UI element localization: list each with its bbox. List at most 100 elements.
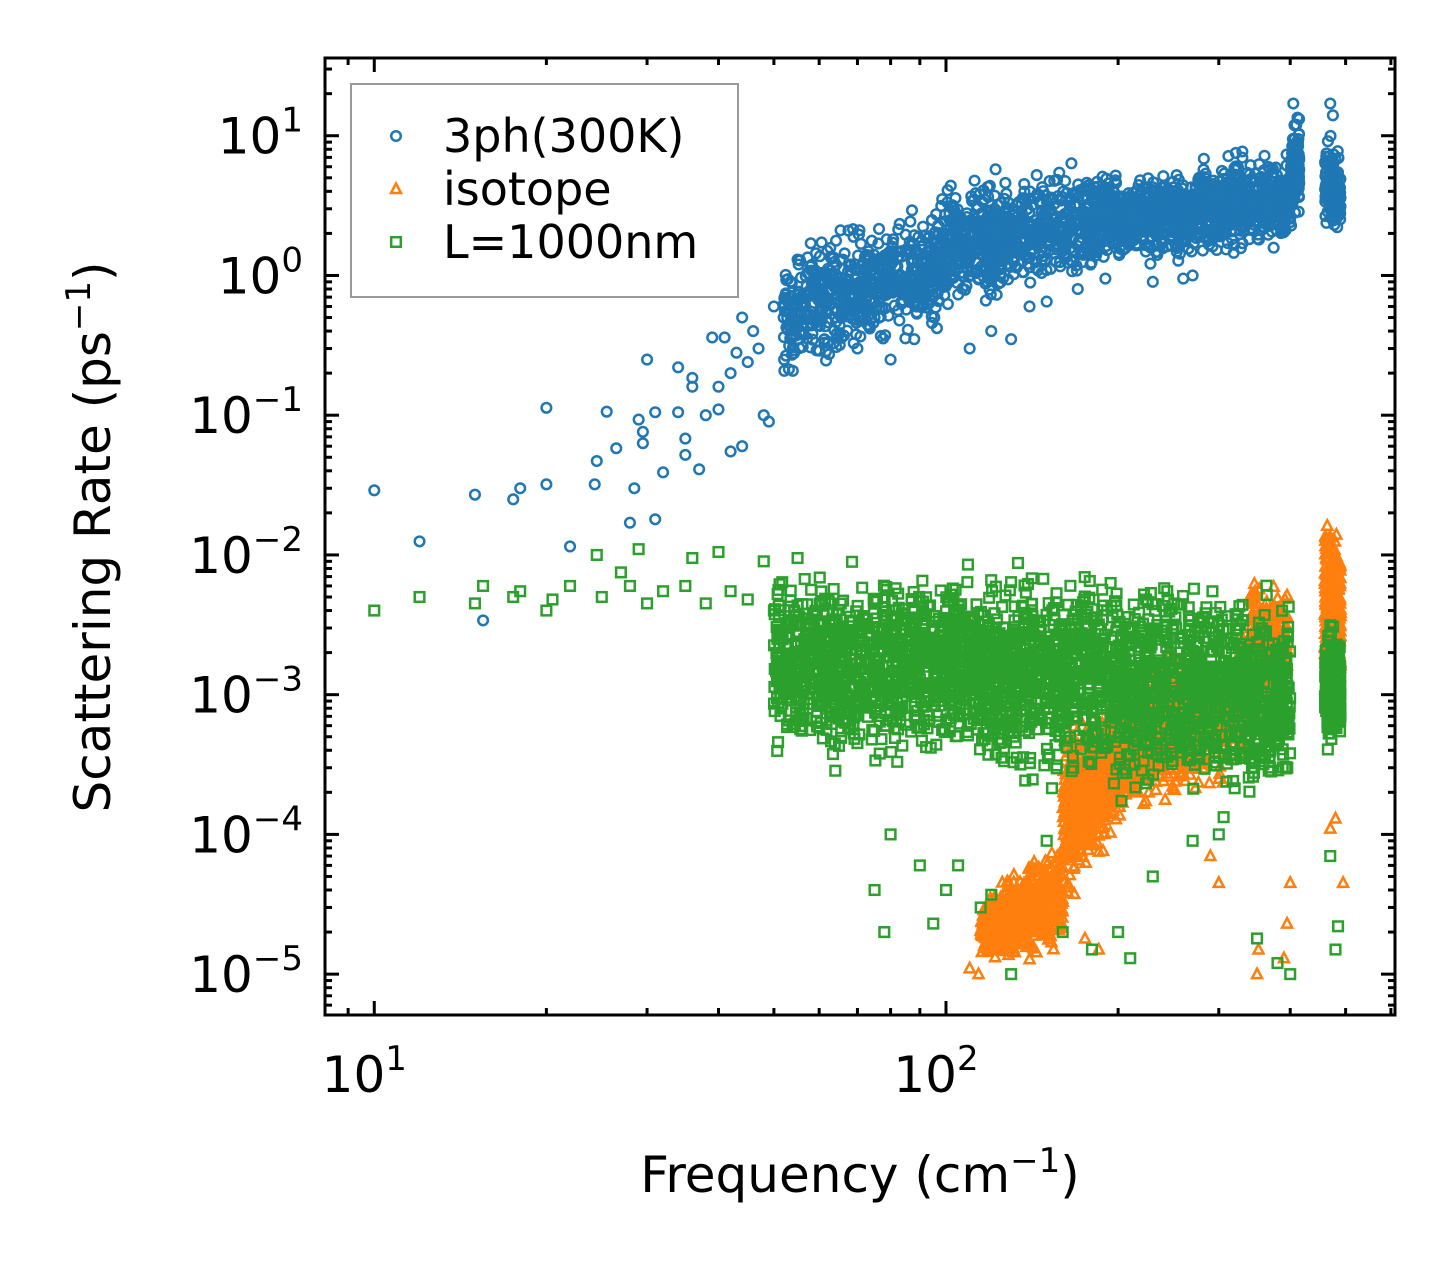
data-point — [1024, 276, 1037, 289]
data-point — [1221, 236, 1234, 250]
data-point — [1023, 232, 1036, 245]
data-point — [786, 341, 800, 354]
data-point — [992, 249, 1005, 262]
data-point — [819, 345, 833, 358]
data-point — [915, 301, 928, 314]
data-point — [874, 280, 887, 293]
data-point — [917, 220, 930, 233]
data-point — [868, 269, 881, 282]
data-point — [1001, 201, 1014, 214]
data-point — [1035, 206, 1048, 219]
data-point — [1144, 257, 1157, 270]
data-point — [999, 176, 1012, 190]
data-point — [672, 361, 685, 374]
data-point — [1039, 243, 1053, 256]
data-point — [724, 445, 737, 458]
data-point — [943, 207, 956, 220]
data-point — [1070, 264, 1083, 277]
data-point — [950, 256, 963, 269]
data-point — [1199, 231, 1212, 244]
data-point — [813, 344, 826, 357]
data-point — [1115, 190, 1128, 203]
data-point — [778, 364, 791, 377]
data-point — [868, 295, 881, 308]
data-point — [1146, 183, 1159, 197]
data-point — [1132, 179, 1145, 192]
data-point — [966, 235, 979, 248]
data-point — [853, 275, 866, 288]
data-point — [1269, 192, 1282, 205]
data-point — [1267, 211, 1280, 224]
data-point — [1053, 256, 1066, 269]
data-point — [1004, 260, 1017, 273]
data-point — [641, 353, 654, 366]
data-point — [1062, 227, 1075, 240]
data-point — [1145, 230, 1158, 243]
data-point — [540, 478, 553, 491]
data-point — [872, 222, 886, 235]
data-point — [1080, 230, 1093, 243]
data-point — [679, 448, 692, 461]
data-point — [1222, 150, 1235, 163]
data-point — [931, 220, 944, 233]
data-point — [507, 493, 520, 506]
data-point — [794, 291, 807, 304]
data-point — [962, 270, 975, 283]
data-point — [989, 163, 1002, 176]
data-point — [1000, 238, 1013, 251]
data-point — [1292, 205, 1305, 218]
data-point — [1045, 230, 1058, 243]
data-point — [862, 309, 875, 322]
data-point — [1214, 230, 1227, 243]
data-point — [822, 348, 836, 361]
data-point — [1075, 205, 1088, 218]
data-point — [699, 409, 712, 422]
data-point — [830, 327, 843, 340]
plot-area — [368, 97, 1351, 981]
data-point — [672, 406, 685, 419]
data-point — [1167, 208, 1180, 221]
data-point — [829, 234, 843, 247]
data-point — [970, 201, 983, 215]
data-point — [980, 256, 993, 269]
data-point — [563, 540, 577, 553]
data-point — [468, 488, 482, 501]
data-point — [779, 268, 792, 281]
data-point — [1018, 192, 1031, 205]
data-point — [368, 484, 381, 497]
data-point — [1003, 212, 1016, 225]
data-point — [1267, 241, 1280, 254]
data-point — [413, 535, 426, 548]
data-point — [804, 260, 817, 273]
data-point — [1182, 200, 1195, 213]
data-point — [747, 325, 760, 338]
data-point — [1197, 163, 1210, 176]
data-point — [807, 287, 820, 300]
data-point — [803, 308, 816, 321]
data-point — [1258, 204, 1271, 217]
data-point — [884, 353, 897, 366]
data-point — [851, 264, 864, 277]
data-point — [1233, 182, 1246, 195]
data-point — [915, 234, 928, 247]
data-point — [973, 247, 986, 260]
data-point — [944, 244, 958, 257]
data-point — [1009, 242, 1022, 255]
data-point — [623, 516, 636, 529]
data-point — [1071, 282, 1084, 296]
data-point — [975, 229, 988, 242]
data-point — [1167, 186, 1180, 199]
data-point — [1087, 245, 1100, 258]
data-point — [1250, 214, 1263, 227]
data-point — [949, 192, 962, 205]
data-point — [767, 300, 780, 313]
data-point — [820, 303, 833, 316]
data-point — [842, 224, 855, 237]
data-point — [1065, 157, 1078, 170]
data-point — [950, 214, 964, 227]
data-point — [985, 325, 998, 338]
data-point — [960, 207, 973, 220]
data-point — [906, 256, 919, 270]
data-point — [968, 174, 981, 187]
data-point — [679, 432, 692, 445]
